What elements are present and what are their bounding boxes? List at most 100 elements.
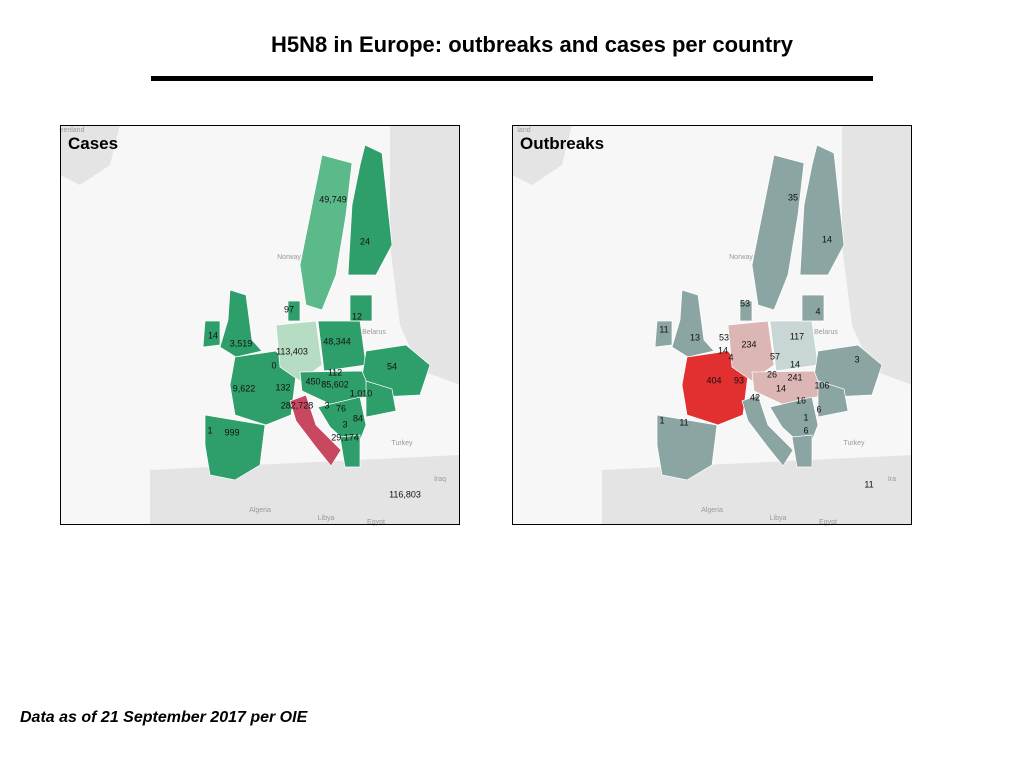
value-label: 3 — [342, 419, 347, 429]
value-label: 282,728 — [281, 400, 314, 410]
value-label: 97 — [284, 304, 294, 314]
value-label: 48,344 — [323, 336, 351, 346]
value-label: 26 — [767, 369, 777, 379]
value-label: 234 — [741, 339, 756, 349]
value-label: 113,403 — [276, 346, 308, 356]
value-label: 57 — [770, 351, 780, 361]
place-label: land — [517, 127, 530, 134]
place-label: Libya — [770, 515, 787, 522]
country — [204, 414, 266, 481]
value-label: 404 — [706, 375, 721, 385]
value-label: 3 — [854, 354, 859, 364]
land — [512, 125, 572, 185]
country — [299, 154, 353, 311]
place-label: Norway — [729, 254, 753, 261]
value-label: 93 — [734, 375, 744, 385]
place-label: Algeria — [701, 507, 723, 514]
country — [671, 289, 715, 358]
value-label: 6 — [803, 425, 808, 435]
value-label: 1 — [803, 412, 808, 422]
value-label: 35 — [788, 192, 798, 202]
value-label: 12 — [352, 311, 362, 321]
map-frame — [512, 125, 912, 525]
title-rule — [151, 76, 873, 81]
value-label: 1,010 — [350, 388, 373, 398]
value-label: 117 — [790, 331, 804, 341]
value-label: 1 — [207, 425, 212, 435]
value-label: 84 — [353, 413, 363, 423]
map-frame — [60, 125, 460, 525]
place-label: Egypt — [819, 519, 837, 526]
value-label: 112 — [328, 367, 342, 377]
value-label: 85,602 — [321, 379, 349, 389]
value-label: 11 — [659, 324, 668, 334]
value-label: 16 — [796, 395, 806, 405]
value-label: 11 — [864, 479, 873, 489]
place-label: Belarus — [362, 329, 386, 336]
value-label: 4 — [728, 352, 733, 362]
country — [654, 320, 673, 348]
value-label: 132 — [275, 382, 290, 392]
value-label: 53 — [740, 298, 750, 308]
place-label: eenland — [60, 127, 85, 134]
place-label: Ira — [888, 476, 896, 483]
country — [817, 380, 849, 418]
country — [801, 294, 825, 322]
value-label: 14 — [776, 383, 786, 393]
country — [656, 414, 718, 481]
value-label: 29,174 — [331, 432, 359, 442]
country — [349, 294, 373, 322]
value-label: 4 — [815, 306, 820, 316]
map-title: Cases — [68, 134, 118, 153]
country — [202, 320, 221, 348]
country — [347, 144, 393, 276]
value-label: 14 — [822, 234, 832, 244]
country — [799, 144, 845, 276]
place-label: Libya — [318, 515, 335, 522]
value-label: 450 — [305, 376, 320, 386]
value-label: 14 — [790, 359, 800, 369]
place-label: Egypt — [367, 519, 385, 526]
country — [739, 300, 753, 322]
value-label: 53 — [719, 332, 729, 342]
value-label: 42 — [750, 392, 760, 402]
value-label: 11 — [679, 417, 688, 427]
value-label: 3 — [324, 400, 329, 410]
value-label: 14 — [208, 330, 218, 340]
value-label: 6 — [816, 404, 821, 414]
value-label: 24 — [360, 236, 370, 246]
value-label: 54 — [387, 361, 397, 371]
place-label: Iraq — [434, 476, 446, 483]
country — [219, 289, 263, 358]
place-label: Algeria — [249, 507, 271, 514]
value-label: 106 — [814, 380, 829, 390]
value-label: 1 — [659, 415, 664, 425]
country — [741, 394, 794, 467]
country — [365, 380, 397, 418]
value-label: 3,519 — [230, 338, 253, 348]
place-label: Norway — [277, 254, 301, 261]
country — [339, 434, 361, 468]
country — [289, 394, 342, 467]
country — [287, 300, 301, 322]
place-label: Turkey — [391, 440, 413, 447]
value-label: 0 — [271, 360, 276, 370]
map: eenland Norway Belarus Turkey Iraq Algeria Lib… — [60, 125, 460, 526]
value-label: 14 — [718, 345, 728, 355]
place-label: Turkey — [843, 440, 865, 447]
country — [751, 154, 805, 311]
value-label: 9,622 — [233, 383, 256, 393]
value-label: 116,803 — [389, 489, 421, 499]
value-label: 13 — [690, 332, 700, 342]
land — [842, 125, 912, 385]
country — [791, 434, 813, 468]
place-label: Belarus — [814, 329, 838, 336]
value-label: 999 — [224, 427, 239, 437]
map-title: Outbreaks — [520, 134, 604, 153]
value-label: 49,749 — [319, 194, 347, 204]
value-label: 76 — [336, 403, 346, 413]
value-label: 241 — [787, 372, 802, 382]
slide-title: H5N8 in Europe: outbreaks and cases per … — [270, 32, 794, 57]
land — [60, 125, 120, 185]
